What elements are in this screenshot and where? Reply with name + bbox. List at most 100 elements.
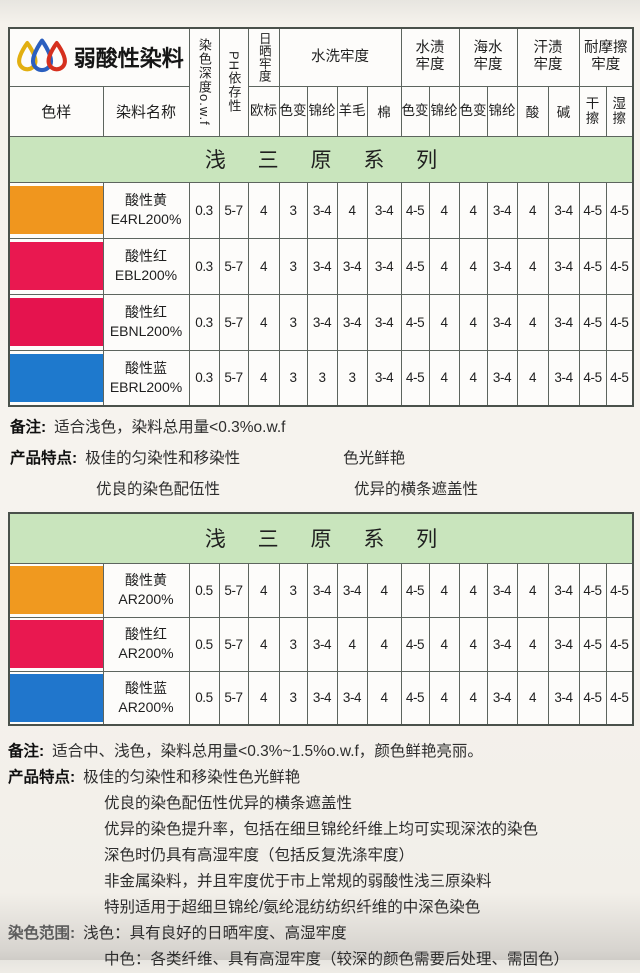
col-water-nylon: 锦纶: [428, 85, 460, 137]
note-indent: [10, 479, 96, 501]
color-swatch-cell: [8, 181, 104, 239]
fastness-value: 3-4: [336, 237, 368, 295]
note-text: 优良的染色配伍性: [96, 481, 221, 498]
color-swatch: [10, 186, 102, 234]
fastness-value: 3-4: [336, 293, 368, 351]
color-swatch: [10, 620, 102, 668]
fastness-value: 3-4: [547, 293, 580, 351]
note-text: 适合中、浅色，染料总用量<0.3%~1.5%o.w.f，颜色鲜艳亮丽。: [52, 743, 483, 760]
dye-name-cell: 酸性黄 AR200%: [102, 562, 190, 618]
fastness-value: 4: [458, 670, 488, 726]
fastness-value: 3-4: [486, 616, 518, 672]
fastness-value: 3-4: [547, 616, 580, 672]
fastness-value: 4: [247, 237, 280, 295]
fastness-value: 4: [336, 181, 368, 239]
note-label: 染色范围:: [8, 925, 76, 942]
fastness-value: 3-4: [306, 562, 338, 618]
color-swatch: [10, 566, 102, 614]
notes-full-series: 备注: 适合中、浅色，染料总用量<0.3%~1.5%o.w.f，颜色鲜艳亮丽。 …: [8, 739, 636, 973]
fastness-value: 3-4: [547, 349, 580, 407]
fastness-value: 4: [428, 181, 460, 239]
fastness-value: 4-5: [578, 670, 607, 726]
color-swatch-cell: [8, 237, 104, 295]
fastness-value: 3-4: [306, 237, 338, 295]
col-wash-cotton: 棉: [366, 85, 402, 137]
fastness-value: 0.5: [188, 670, 220, 726]
note-label: 备注:: [8, 743, 45, 760]
fastness-value: 3-4: [306, 181, 338, 239]
fastness-value: 3-4: [547, 237, 580, 295]
fastness-value: 4: [247, 181, 280, 239]
col-dye-name: 染料名称: [102, 85, 190, 137]
note-text: 特别适用于超细旦锦纶/氨纶混纺纺织纤维的中深色染色: [104, 899, 481, 916]
fastness-value: 4: [247, 562, 280, 618]
fastness-value: 4: [516, 237, 549, 295]
fastness-value: 4: [428, 293, 460, 351]
col-depth: 染色深度o.w.f: [188, 27, 220, 137]
fastness-value: 4-5: [400, 237, 430, 295]
col-wash-colorchange: 色变: [278, 85, 308, 137]
fastness-value: 4-5: [605, 670, 634, 726]
color-swatch-cell: [8, 616, 104, 672]
fastness-value: 4-5: [605, 181, 634, 239]
fastness-value: 3-4: [366, 293, 402, 351]
fastness-value: 0.5: [188, 562, 220, 618]
color-swatch-cell: [8, 349, 104, 407]
col-seawater-group: 海水 牢度: [458, 27, 518, 87]
fastness-value: 4: [336, 616, 368, 672]
fastness-value: 5-7: [218, 562, 249, 618]
col-rub-wet: 湿擦: [605, 85, 634, 137]
fastness-value: 0.3: [188, 237, 220, 295]
fastness-value: 3: [278, 237, 308, 295]
fastness-value: 4-5: [605, 562, 634, 618]
note-text: 深色时仍具有高湿牢度（包括反复洗涤牢度）: [104, 847, 415, 864]
fastness-value: 3-4: [306, 670, 338, 726]
fastness-value: 4-5: [578, 562, 607, 618]
fastness-value: 3-4: [486, 293, 518, 351]
fastness-value: 0.5: [188, 616, 220, 672]
fastness-value: 4: [366, 562, 402, 618]
table-row: 酸性蓝 EBRL200% 0.3 5-7 4 3 3 3 3-4 4-5 4 4 …: [8, 349, 634, 407]
fastness-value: 4: [366, 670, 402, 726]
fastness-value: 3-4: [306, 616, 338, 672]
fastness-value: 3-4: [486, 181, 518, 239]
col-sweat-acid: 酸: [516, 85, 549, 137]
fastness-value: 4-5: [605, 237, 634, 295]
fastness-value: 3-4: [547, 562, 580, 618]
dye-spec-table-light: 弱酸性染料 染色深度o.w.f PH依存性 日晒牢度 水洗牢度 水渍 牢度 海水…: [8, 27, 635, 407]
dye-drops-icon: [16, 38, 67, 73]
table-row: 酸性黄 AR200% 0.5 5-7 4 3 3-4 3-4 4 4-5 4 4 …: [8, 562, 634, 618]
fastness-value: 4: [516, 181, 549, 239]
fastness-value: 4-5: [400, 293, 430, 351]
fastness-value: 4-5: [605, 349, 634, 407]
color-swatch: [10, 353, 102, 402]
note-label: 产品特点:: [8, 769, 76, 786]
fastness-value: 4: [458, 562, 488, 618]
col-sea-colorchange: 色变: [458, 85, 488, 137]
fastness-value: 4: [247, 616, 280, 672]
note-text: 适合浅色，染料总用量<0.3%o.w.f: [54, 419, 286, 436]
fastness-value: 3-4: [366, 181, 402, 239]
col-wash-nylon: 锦纶: [306, 85, 338, 137]
brand-header: 弱酸性染料: [8, 27, 190, 87]
note-text: 优良的染色配伍性优异的横条遮盖性: [104, 795, 353, 812]
fastness-value: 4: [428, 349, 460, 407]
color-swatch-cell: [8, 670, 104, 726]
table-row: 酸性红 EBNL200% 0.3 5-7 4 3 3-4 3-4 3-4 4-5 …: [8, 293, 634, 351]
fastness-value: 4-5: [400, 562, 430, 618]
fastness-value: 4-5: [578, 616, 607, 672]
fastness-value: 3: [278, 349, 308, 407]
fastness-value: 4: [458, 237, 488, 295]
col-wash-group: 水洗牢度: [278, 27, 402, 87]
fastness-value: 3-4: [547, 670, 580, 726]
note-text: 优异的横条遮盖性: [354, 481, 479, 498]
fastness-value: 3: [278, 616, 308, 672]
note-label: 备注:: [10, 419, 47, 436]
fastness-value: 4: [247, 293, 280, 351]
notes-light-series: 备注: 适合浅色，染料总用量<0.3%o.w.f 产品特点: 极佳的匀染性和移染…: [10, 417, 632, 510]
fastness-value: 3-4: [547, 181, 580, 239]
fastness-value: 3: [278, 293, 308, 351]
fastness-value: 5-7: [218, 616, 249, 672]
col-sample: 色样: [8, 85, 104, 137]
drop-blue-icon: [30, 38, 53, 73]
